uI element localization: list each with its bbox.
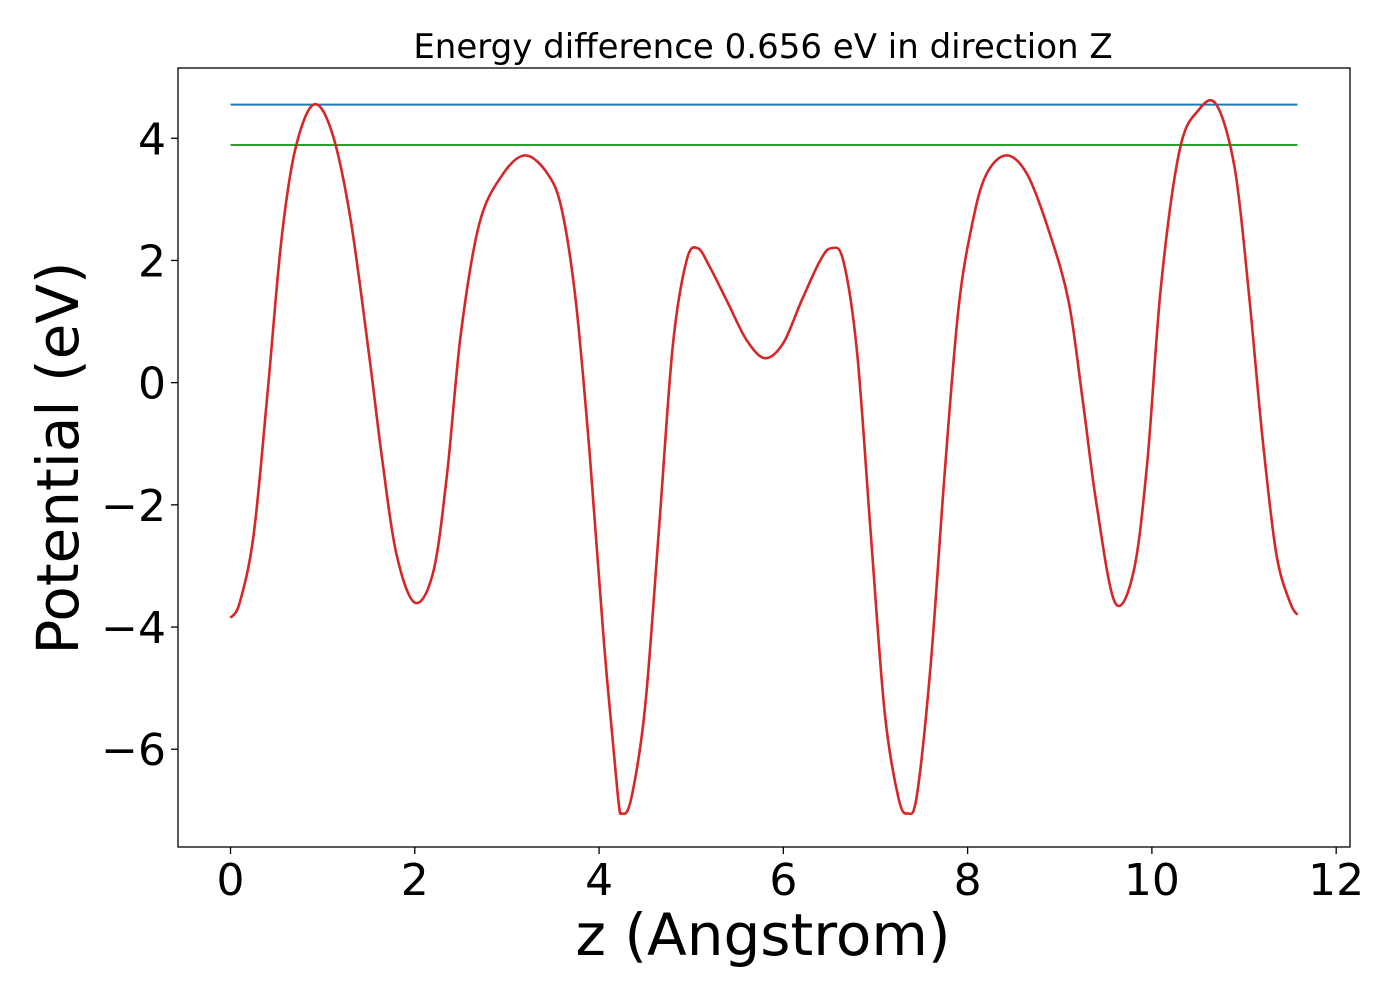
x-tick-label: 6: [769, 855, 797, 906]
x-tick-label: 0: [217, 855, 245, 906]
y-axis: −6 −4 −2 0 2 4: [101, 114, 178, 776]
y-axis-label: Potential (eV): [24, 261, 92, 654]
x-tick-label: 4: [585, 855, 613, 906]
x-axis: 0 2 4 6 8 10 12: [217, 847, 1364, 906]
x-tick-label: 8: [954, 855, 982, 906]
series-line-potential: [229, 99, 1299, 816]
y-tick-label: 2: [138, 236, 166, 287]
y-tick-label: −6: [101, 725, 166, 776]
x-tick-label: 12: [1308, 855, 1364, 906]
chart-title: Energy difference 0.656 eV in direction …: [413, 27, 1112, 67]
x-axis-label: z (Angstrom): [576, 901, 951, 969]
series-layer: [229, 99, 1299, 816]
y-tick-label: −4: [101, 603, 166, 654]
y-tick-label: 0: [138, 359, 166, 410]
y-tick-label: 4: [138, 114, 166, 165]
x-tick-label: 2: [401, 855, 429, 906]
y-tick-label: −2: [101, 481, 166, 532]
plot-frame: [177, 67, 1351, 848]
x-tick-label: 10: [1124, 855, 1180, 906]
